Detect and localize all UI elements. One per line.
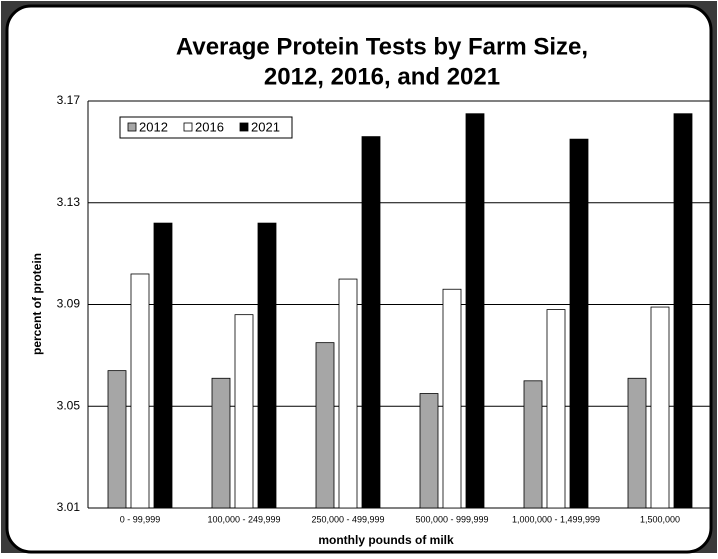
y-tick-label: 3.13 — [57, 195, 81, 209]
x-tick-label: 1,000,000 - 1,499,999 — [512, 514, 600, 524]
bar — [650, 306, 670, 509]
x-tick-label: 250,000 - 499,999 — [311, 514, 384, 524]
x-tick-label: 1,500,000 — [640, 514, 680, 524]
legend-swatch — [127, 122, 137, 132]
y-axis-label: percent of protein — [30, 253, 44, 355]
legend-label: 2021 — [251, 119, 280, 134]
x-tick-label: 0 - 99,999 — [120, 514, 161, 524]
bar — [419, 393, 439, 509]
bar — [315, 342, 335, 509]
bar — [569, 138, 589, 509]
legend-label: 2016 — [195, 119, 224, 134]
chart-title: 2012, 2016, and 2021 — [264, 63, 500, 90]
y-tick-label: 3.17 — [57, 93, 81, 107]
bar — [130, 273, 150, 509]
bar — [107, 370, 127, 509]
legend-box — [119, 116, 293, 139]
y-tick-label: 3.09 — [57, 297, 81, 311]
bar — [465, 113, 485, 509]
chart-title: Average Protein Tests by Farm Size, — [176, 33, 588, 60]
bar — [234, 314, 254, 509]
bar — [211, 377, 231, 509]
y-tick-label: 3.01 — [57, 500, 81, 514]
x-tick-label: 100,000 - 249,999 — [207, 514, 280, 524]
bar — [627, 377, 647, 509]
legend-label: 2012 — [139, 119, 168, 134]
legend-swatch — [239, 122, 249, 132]
bar — [257, 222, 277, 509]
legend-swatch — [183, 122, 193, 132]
bar — [338, 278, 358, 509]
bar — [546, 309, 566, 509]
bar — [361, 136, 381, 509]
bar — [523, 380, 543, 509]
y-tick-label: 3.05 — [57, 398, 81, 412]
bar — [673, 113, 693, 509]
x-axis-label: monthly pounds of milk — [318, 533, 454, 547]
bar — [153, 222, 173, 509]
x-tick-label: 500,000 - 999,999 — [415, 514, 488, 524]
bar — [442, 288, 462, 509]
